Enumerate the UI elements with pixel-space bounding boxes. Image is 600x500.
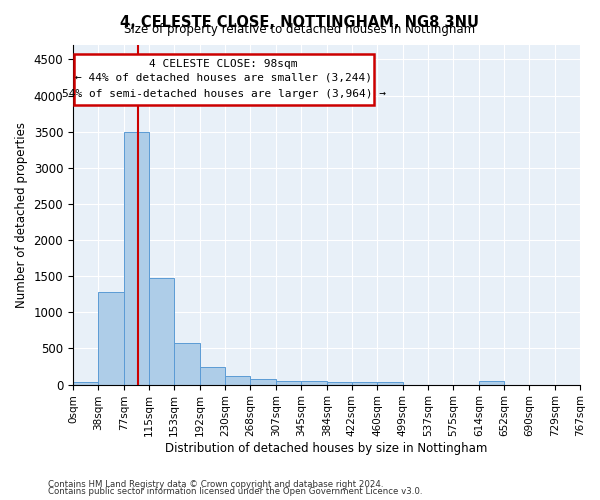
- Bar: [124, 132, 149, 384]
- Text: ← 44% of detached houses are smaller (3,244): ← 44% of detached houses are smaller (3,…: [75, 73, 372, 83]
- Text: Size of property relative to detached houses in Nottingham: Size of property relative to detached ho…: [124, 22, 476, 36]
- Bar: [98, 292, 124, 384]
- Bar: [149, 278, 174, 384]
- Bar: [301, 380, 327, 384]
- Bar: [73, 382, 98, 384]
- Bar: [352, 382, 377, 384]
- Text: Contains HM Land Registry data © Crown copyright and database right 2024.: Contains HM Land Registry data © Crown c…: [48, 480, 383, 489]
- Bar: [200, 368, 225, 384]
- Text: 4, CELESTE CLOSE, NOTTINGHAM, NG8 3NU: 4, CELESTE CLOSE, NOTTINGHAM, NG8 3NU: [121, 15, 479, 30]
- Y-axis label: Number of detached properties: Number of detached properties: [15, 122, 28, 308]
- Bar: [276, 380, 301, 384]
- Bar: [479, 380, 504, 384]
- FancyBboxPatch shape: [74, 54, 374, 105]
- Text: Contains public sector information licensed under the Open Government Licence v3: Contains public sector information licen…: [48, 487, 422, 496]
- Text: 4 CELESTE CLOSE: 98sqm: 4 CELESTE CLOSE: 98sqm: [149, 60, 298, 70]
- Text: 54% of semi-detached houses are larger (3,964) →: 54% of semi-detached houses are larger (…: [62, 89, 386, 99]
- Bar: [174, 342, 200, 384]
- Bar: [327, 382, 352, 384]
- Bar: [225, 376, 250, 384]
- X-axis label: Distribution of detached houses by size in Nottingham: Distribution of detached houses by size …: [165, 442, 488, 455]
- Bar: [377, 382, 403, 384]
- Bar: [250, 379, 276, 384]
